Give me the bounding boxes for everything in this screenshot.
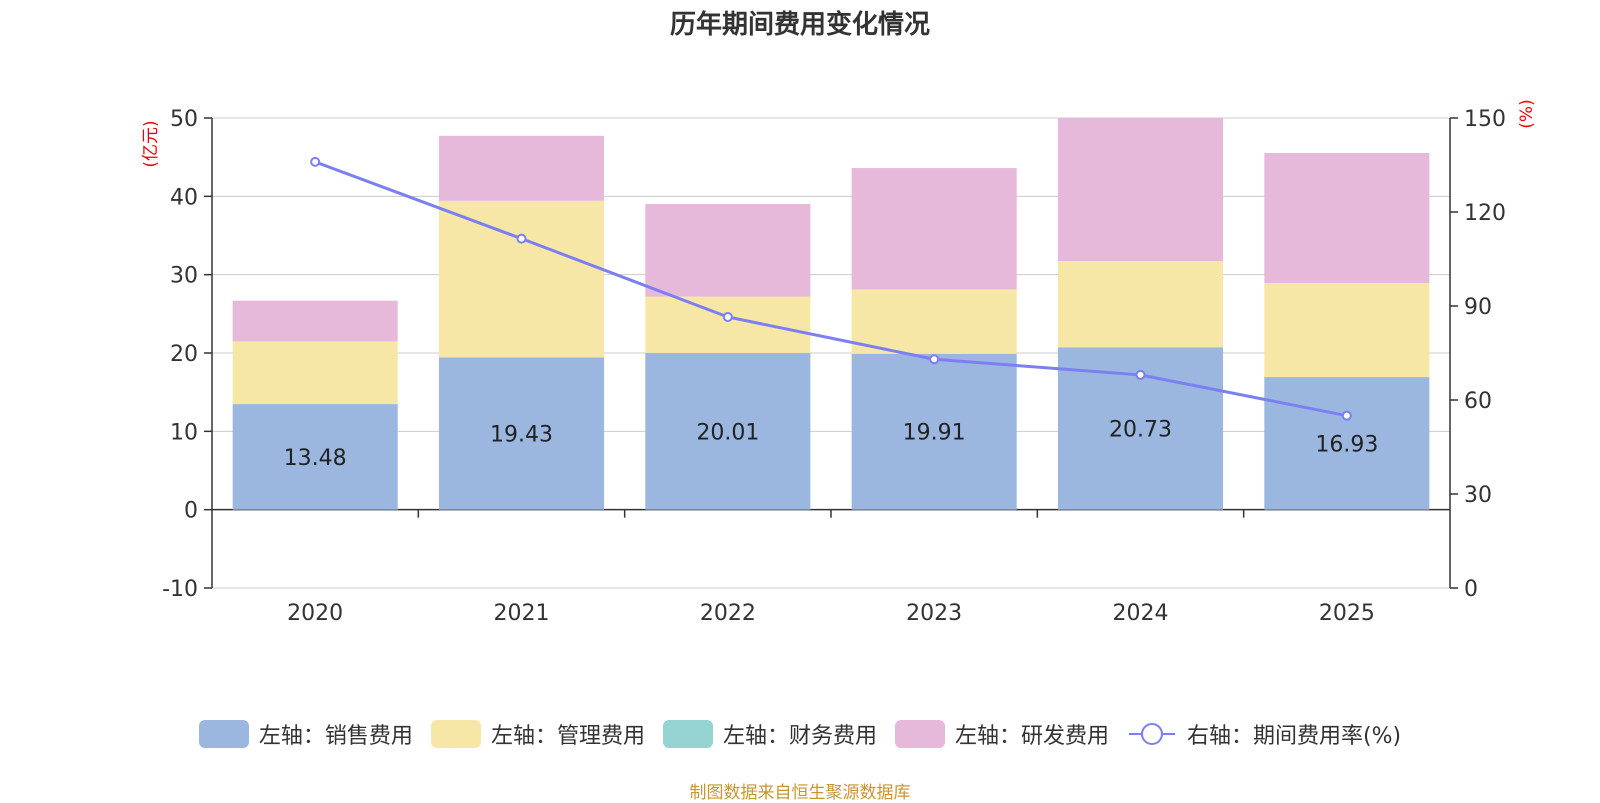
- right-axis-tick-label: 30: [1464, 483, 1492, 508]
- left-axis-tick-label: 10: [170, 420, 198, 445]
- bar-data-label: 20.73: [1109, 417, 1172, 442]
- bar-data-label: 19.91: [903, 421, 966, 446]
- left-axis-tick-label: 0: [184, 499, 198, 524]
- legend-item-rd[interactable]: 左轴：研发费用: [894, 718, 1109, 750]
- x-axis-category-label: 2023: [906, 601, 962, 626]
- bar-2020-左轴：销售费用: [232, 404, 398, 510]
- legend: 左轴：销售费用 左轴：管理费用 左轴：财务费用 左轴：研发费用 右轴：期间费用率…: [0, 718, 1600, 750]
- bar-2025-左轴：研发费用: [1264, 153, 1430, 284]
- right-axis-tick-label: 60: [1464, 389, 1492, 414]
- legend-swatch-finance: [662, 720, 713, 748]
- left-axis-tick-label: 40: [170, 185, 198, 210]
- left-axis-tick-label: 30: [170, 264, 198, 289]
- bar-data-label: 19.43: [490, 423, 553, 448]
- rate-point-2020: [310, 156, 321, 167]
- right-axis-tick-label: 0: [1464, 577, 1478, 602]
- source-footer: 制图数据来自恒生聚源数据库: [689, 783, 911, 803]
- bar-2023-左轴：管理费用: [851, 289, 1017, 354]
- x-axis-category-label: 2025: [1319, 601, 1375, 626]
- legend-item-finance[interactable]: 左轴：财务费用: [662, 718, 877, 750]
- rate-point-2024: [1135, 369, 1146, 380]
- chart-plot: -10 0 10 20 30 40 50 0 30 60 90 120 150 (亿元) (%) 13.48 2…: [141, 99, 1537, 626]
- legend-label-rd: 左轴：研发费用: [954, 724, 1109, 749]
- legend-label-sales: 左轴：销售费用: [258, 724, 413, 749]
- bar-2025-左轴：管理费用: [1264, 283, 1430, 378]
- rate-point-2023: [929, 354, 940, 365]
- x-axis-category-label: 2024: [1113, 601, 1169, 626]
- bar-2023-左轴：销售费用: [851, 353, 1017, 510]
- legend-swatch-admin: [430, 720, 481, 748]
- legend-label-rate: 右轴：期间费用率(%): [1186, 724, 1402, 749]
- legend-line-circle-icon: [1128, 723, 1175, 745]
- chart-title: 历年期间费用变化情况: [669, 10, 930, 40]
- left-axis-tick-label: 50: [170, 107, 198, 132]
- x-axis-category-label: 2021: [494, 601, 550, 626]
- x-axis-category-label: 2022: [700, 601, 756, 626]
- legend-swatch-sales: [198, 720, 249, 748]
- legend-item-sales[interactable]: 左轴：销售费用: [198, 718, 413, 750]
- left-axis-tick-label: 20: [170, 342, 198, 367]
- right-axis-unit-label: (%): [1517, 99, 1537, 128]
- bar-2025-左轴：销售费用: [1264, 377, 1430, 510]
- bar-2021-左轴：研发费用: [438, 135, 605, 201]
- bar-2022-左轴：销售费用: [645, 352, 811, 510]
- legend-label-finance: 左轴：财务费用: [722, 724, 877, 749]
- x-axis-category-label: 2020: [287, 601, 343, 626]
- bar-2022-左轴：管理费用: [645, 296, 811, 353]
- right-axis-tick-label: 150: [1464, 107, 1506, 132]
- bar-2023-左轴：研发费用: [851, 168, 1017, 290]
- legend-swatch-rd: [894, 720, 945, 748]
- rate-point-2021: [516, 233, 527, 244]
- right-axis-tick-label: 90: [1464, 295, 1492, 320]
- left-axis-tick-label: -10: [162, 577, 198, 602]
- bar-data-label: 16.93: [1315, 432, 1378, 457]
- bar-2020-左轴：研发费用: [232, 300, 398, 342]
- rate-point-2025: [1341, 410, 1352, 421]
- legend-label-admin: 左轴：管理费用: [490, 724, 645, 749]
- bar-2022-左轴：研发费用: [645, 204, 811, 297]
- bar-data-label: 20.01: [696, 420, 759, 445]
- bar-2021-左轴：销售费用: [438, 357, 605, 510]
- bar-2020-左轴：管理费用: [232, 341, 398, 405]
- bar-data-label: 13.48: [284, 446, 347, 471]
- legend-item-admin[interactable]: 左轴：管理费用: [430, 718, 645, 750]
- legend-item-rate[interactable]: 右轴：期间费用率(%): [1127, 718, 1401, 750]
- right-axis-tick-label: 120: [1464, 201, 1506, 226]
- rate-point-2022: [722, 311, 733, 322]
- left-axis-unit-label: (亿元): [141, 120, 161, 167]
- bar-2024-左轴：研发费用: [1057, 117, 1224, 262]
- rate-line: [314, 160, 1348, 418]
- bar-2021-左轴：管理费用: [438, 200, 605, 358]
- bar-2024-左轴：管理费用: [1057, 261, 1224, 348]
